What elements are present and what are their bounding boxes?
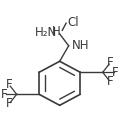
Text: F: F: [6, 97, 13, 110]
Text: F: F: [6, 78, 13, 91]
Text: F: F: [107, 75, 113, 88]
Text: H: H: [52, 25, 61, 38]
Text: F: F: [1, 88, 7, 101]
Text: F: F: [112, 66, 119, 79]
Text: H₂N: H₂N: [35, 26, 57, 39]
Text: NH: NH: [72, 39, 89, 52]
Text: Cl: Cl: [67, 15, 79, 29]
Text: F: F: [107, 56, 113, 69]
